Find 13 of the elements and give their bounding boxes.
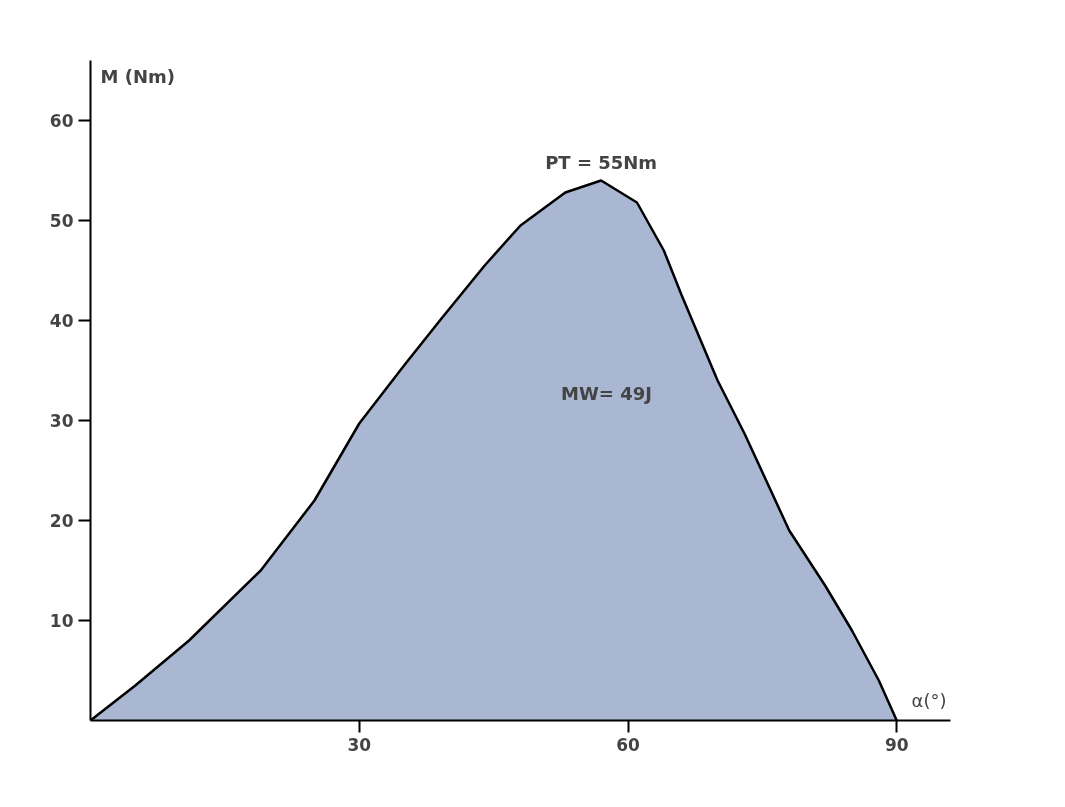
x-tick-label: 60 xyxy=(616,734,640,755)
x-tick-label: 30 xyxy=(347,734,372,755)
y-tick-label: 20 xyxy=(49,511,74,531)
x-axis-title: α(°) xyxy=(911,689,947,711)
annotation: PT = 55Nm xyxy=(545,151,658,173)
y-tick-label: 10 xyxy=(49,611,74,631)
x-tick-label: 90 xyxy=(884,734,909,755)
y-tick-label: 30 xyxy=(49,411,74,431)
y-tick-label: 50 xyxy=(49,211,74,231)
y-tick-label: 60 xyxy=(49,111,74,131)
y-axis-title: M (Nm) xyxy=(100,65,175,87)
annotation: MW= 49J xyxy=(561,382,652,404)
y-tick-label: 40 xyxy=(49,311,74,331)
